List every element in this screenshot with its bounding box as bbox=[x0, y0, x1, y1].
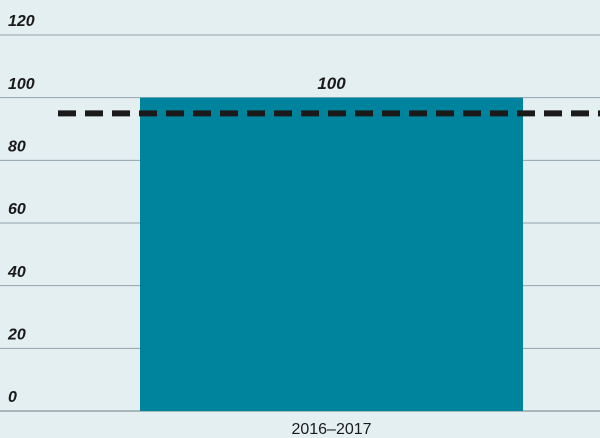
value-label: 100 bbox=[317, 74, 346, 93]
y-tick-label: 100 bbox=[8, 76, 35, 93]
y-tick-label: 60 bbox=[8, 201, 26, 218]
y-tick-label: 80 bbox=[8, 139, 26, 156]
y-tick-label: 20 bbox=[7, 327, 26, 344]
y-tick-label: 40 bbox=[7, 264, 26, 281]
bar bbox=[140, 97, 523, 412]
y-tick-label: 0 bbox=[8, 389, 17, 406]
y-tick-label: 120 bbox=[8, 13, 35, 30]
x-tick-label: 2016–2017 bbox=[291, 421, 371, 438]
